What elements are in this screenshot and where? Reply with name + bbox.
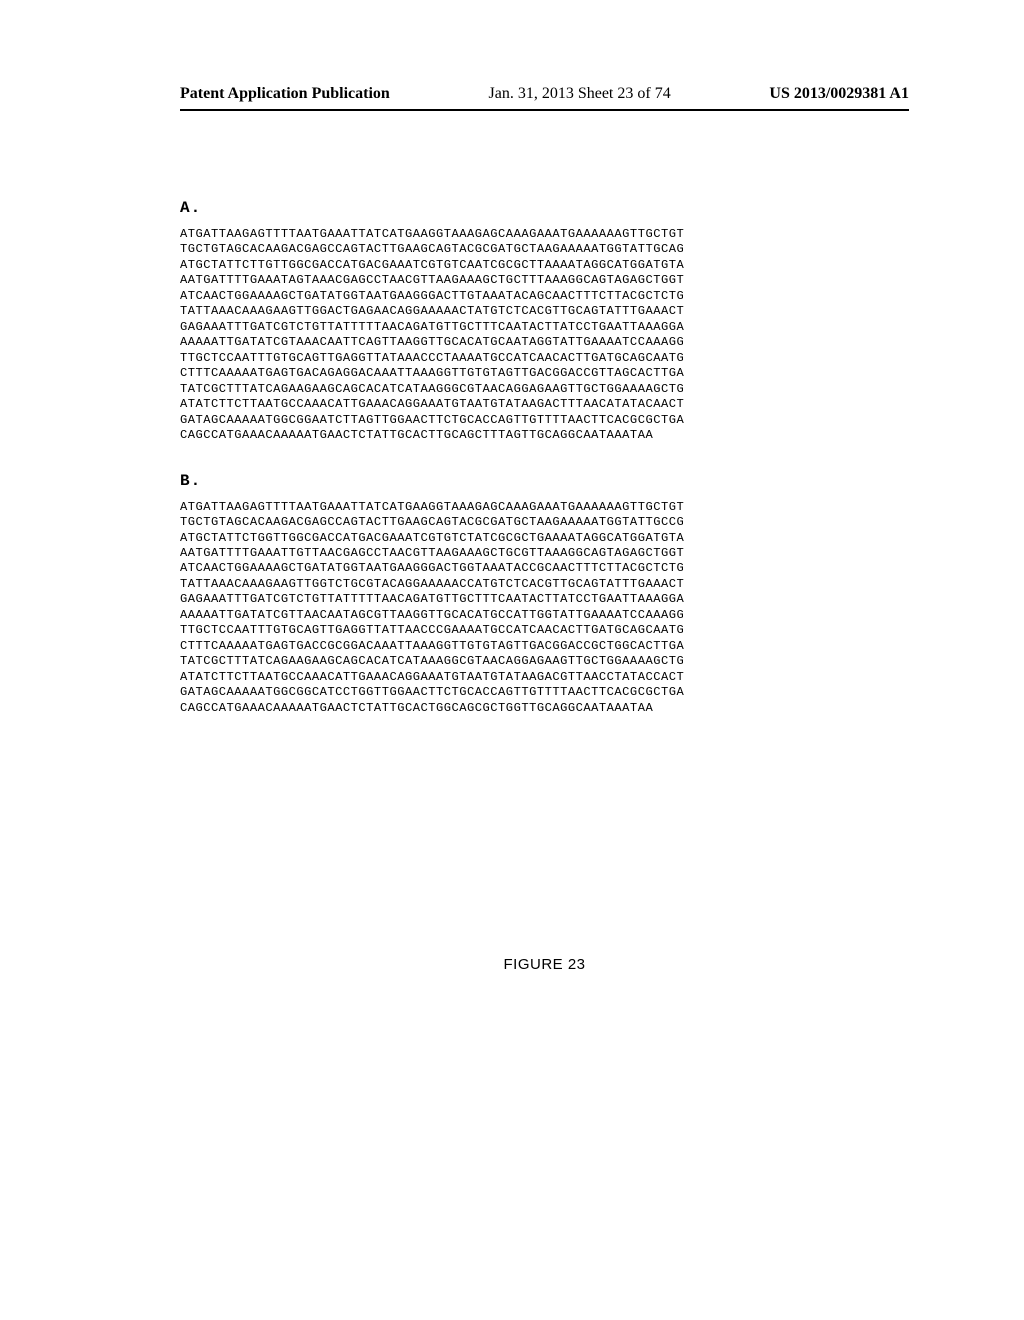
page-header: Patent Application Publication Jan. 31, … (180, 85, 909, 111)
section-b-label: B. (180, 472, 909, 490)
sequence-block-b: ATGATTAAGAGTTTTAATGAAATTATCATGAAGGTAAAGA… (180, 500, 909, 717)
header-sheet-info: Jan. 31, 2013 Sheet 23 of 74 (489, 85, 671, 103)
figure-label: FIGURE 23 (180, 956, 909, 973)
header-pub-title: Patent Application Publication (180, 85, 390, 103)
sequence-block-a: ATGATTAAGAGTTTTAATGAAATTATCATGAAGGTAAAGA… (180, 227, 909, 444)
header-pub-number: US 2013/0029381 A1 (769, 85, 909, 103)
page: Patent Application Publication Jan. 31, … (0, 0, 1024, 1033)
section-a-label: A. (180, 199, 909, 217)
